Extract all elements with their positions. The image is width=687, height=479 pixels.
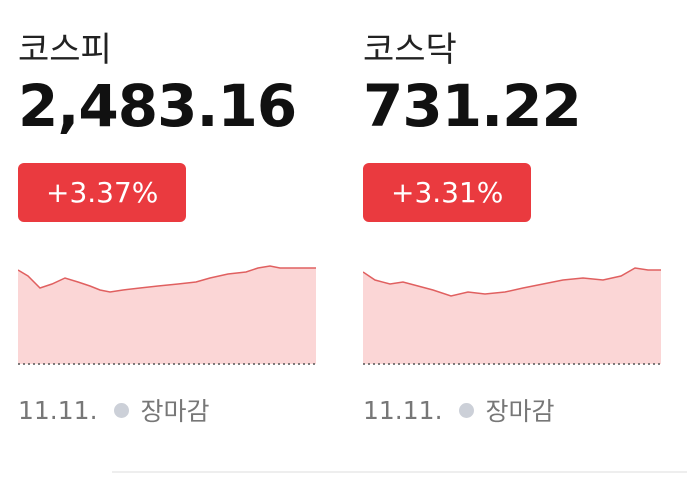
- index-name: 코스피: [18, 30, 112, 70]
- date: 11.11.: [363, 395, 443, 425]
- sparkline-area: [363, 268, 661, 364]
- sparkline-line: [18, 265, 316, 293]
- index-card[interactable]: 코스닥 731.22 +3.31% 11.11. 장마감: [363, 0, 663, 440]
- index-card[interactable]: 코스피 2,483.16 +3.37% 11.11. 장마감: [18, 0, 318, 440]
- status-dot: [113, 402, 129, 418]
- sparkline-line: [363, 267, 661, 297]
- change-badge: +3.37%: [18, 163, 187, 222]
- index-value: 2,483.16: [18, 72, 297, 140]
- index-name: 코스닥: [363, 30, 457, 70]
- index-value: 731.22: [363, 72, 582, 140]
- change-badge: +3.31%: [363, 163, 532, 222]
- date: 11.11.: [18, 395, 98, 425]
- sparkline-area: [18, 266, 316, 364]
- status: 장마감: [140, 397, 210, 426]
- status-row: 11.11. 장마감: [18, 392, 210, 428]
- status-dot: [458, 402, 474, 418]
- divider: [112, 471, 687, 473]
- sparkline: [363, 267, 661, 365]
- status: 장마감: [485, 397, 555, 426]
- sparkline: [18, 265, 316, 365]
- status-row: 11.11. 장마감: [363, 392, 555, 428]
